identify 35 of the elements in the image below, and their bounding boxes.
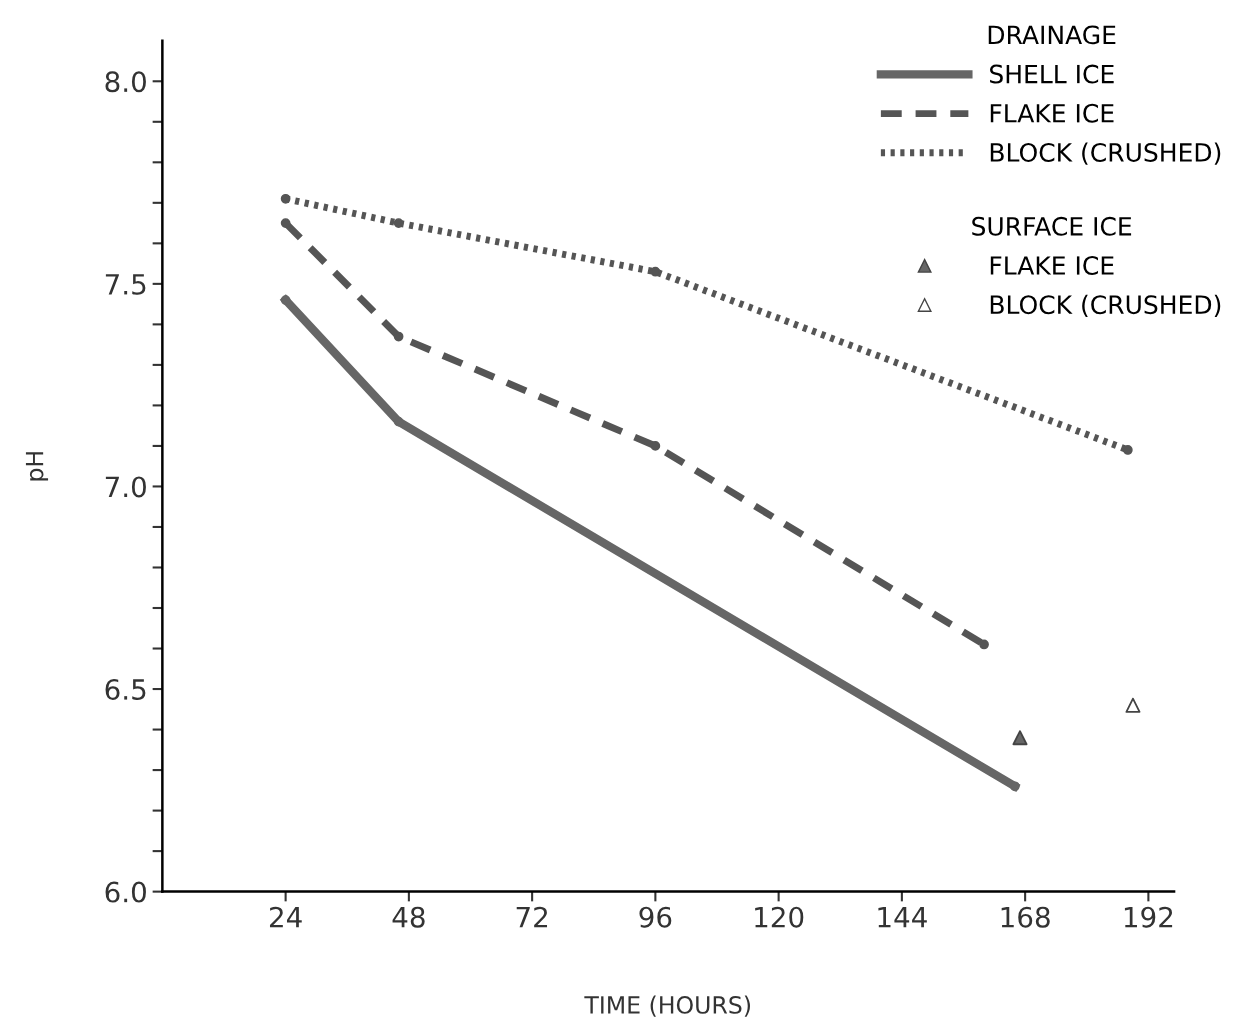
legend-label: FLAKE ICE: [990, 256, 1114, 275]
legend-label: FLAKE ICE: [990, 103, 1114, 123]
point: [1125, 697, 1141, 713]
legend-title: DRAINAGE: [988, 25, 1116, 45]
legend-label: SHELL ICE: [990, 64, 1114, 84]
point: [1009, 781, 1020, 792]
x-tick-label: 72: [516, 906, 548, 928]
x-tick-label: 96: [639, 906, 672, 928]
x-tick-label: 144: [878, 907, 927, 928]
x-tick-label: 48: [392, 906, 425, 928]
point: [650, 266, 661, 277]
point: [979, 639, 989, 650]
y-tick-label: 6.5: [105, 678, 146, 700]
legend-label: BLOCK (CRUSHED): [990, 142, 1221, 165]
y-tick-label: 6.0: [105, 881, 146, 903]
point: [280, 193, 291, 204]
point: [280, 218, 291, 228]
y-axis-title: pH: [25, 452, 49, 481]
y-tick-label: 7.5: [105, 274, 146, 295]
point: [393, 331, 404, 342]
annotation: SURFACE ICE: [972, 216, 1132, 236]
x-tick-label: 192: [1124, 906, 1173, 928]
y-tick-label: 8.0: [105, 71, 146, 93]
legend-label: BLOCK (CRUSHED): [990, 294, 1221, 318]
point: [1012, 730, 1028, 746]
point: [280, 295, 291, 305]
point: [393, 218, 404, 228]
x-tick-label: 120: [755, 906, 804, 928]
y-tick-label: 7.0: [105, 476, 146, 498]
point: [1122, 445, 1133, 455]
point: [650, 441, 661, 451]
x-tick-label: 24: [269, 906, 302, 928]
x-tick-label: 168: [1001, 906, 1050, 928]
point: [393, 416, 404, 427]
x-axis-title: TIME (HOURS): [584, 995, 750, 1017]
